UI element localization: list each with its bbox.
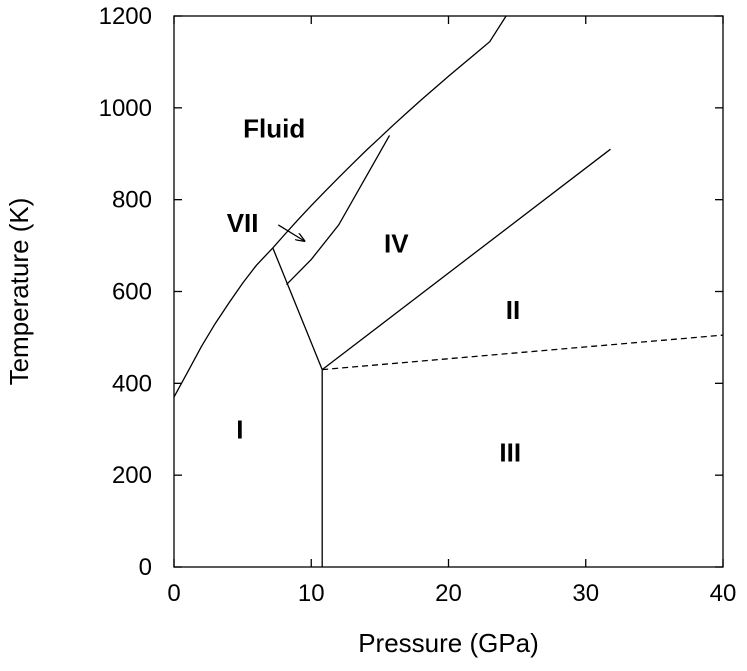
phase-boundary-line [173,247,274,398]
phase-boundary-line [322,334,724,371]
phase-boundary-line [286,135,391,286]
phase-region-label: III [499,437,521,467]
annotation-arrow [277,224,304,241]
phase-boundary-line [272,247,323,370]
x-tick-label: 30 [572,580,599,607]
y-tick-label: 0 [139,554,152,581]
y-tick-label: 1000 [99,95,152,122]
x-tick-label: 40 [710,580,737,607]
x-tick-label: 20 [435,580,462,607]
y-axis-title: Temperature (K) [4,198,34,386]
phase-region-label: I [236,414,243,444]
x-axis-title: Pressure (GPa) [358,628,539,658]
y-tick-label: 1200 [99,3,152,30]
x-tick-label: 10 [298,580,325,607]
x-tick-label: 0 [167,580,180,607]
phase-region-label: II [506,295,520,325]
phase-region-label: IV [384,228,409,258]
y-tick-label: 600 [112,279,152,306]
y-tick-label: 800 [112,187,152,214]
y-tick-label: 200 [112,462,152,489]
phase-region-label: Fluid [243,114,305,144]
y-tick-label: 400 [112,370,152,397]
phase-region-label: VII [227,208,259,238]
phase-boundary-line [321,148,611,371]
plot-frame [173,15,724,568]
phase-boundary-line [272,15,507,249]
